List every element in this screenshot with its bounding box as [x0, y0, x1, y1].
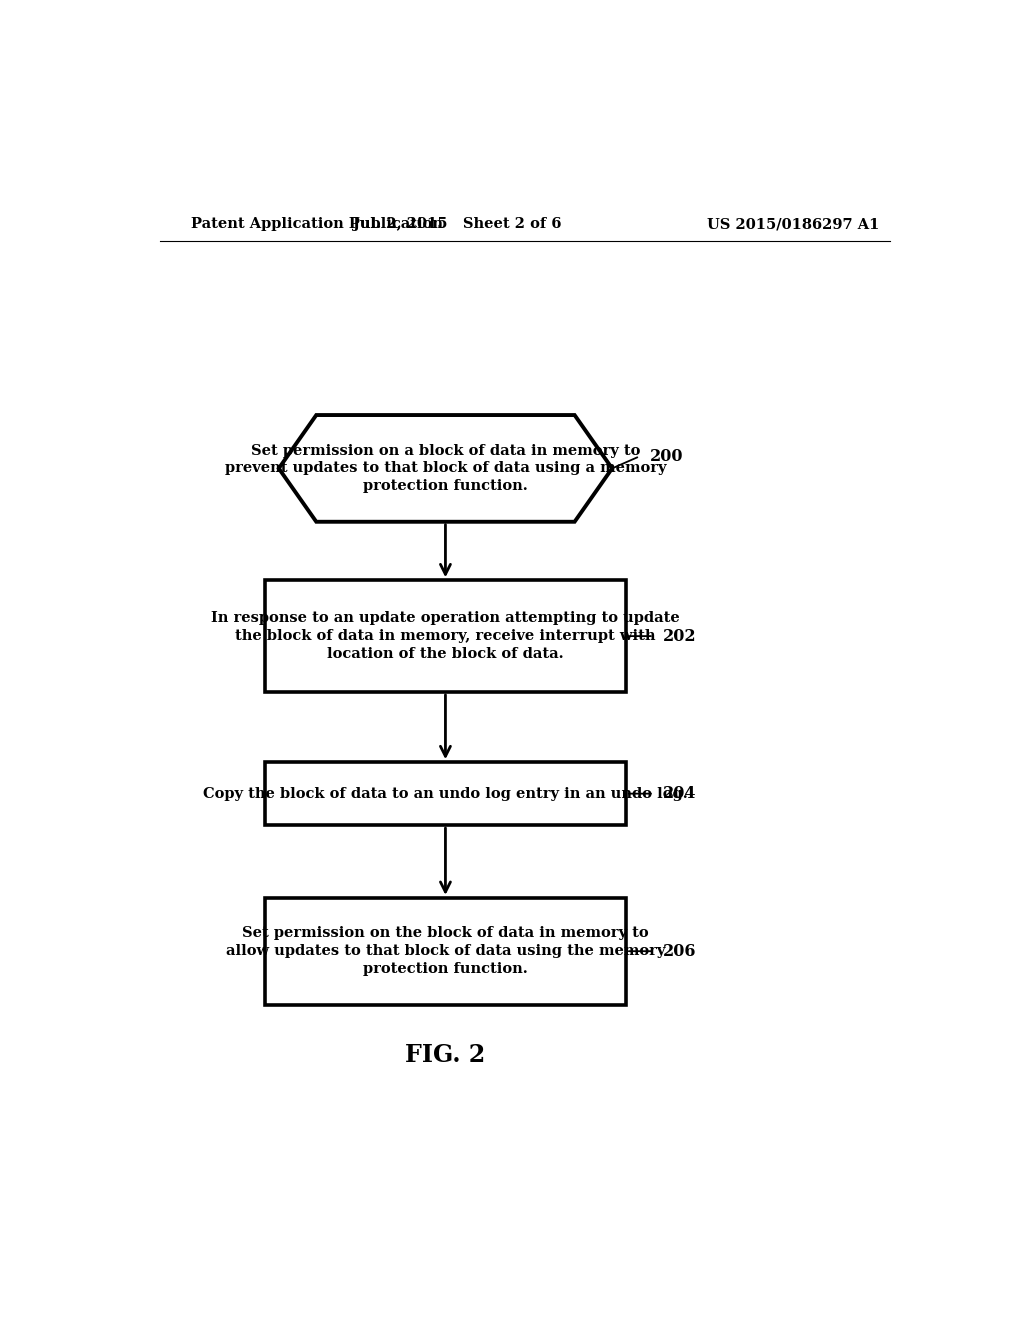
- Text: 206: 206: [664, 942, 696, 960]
- Bar: [265, 581, 626, 692]
- Polygon shape: [279, 414, 612, 521]
- Text: Set permission on the block of data in memory to
allow updates to that block of : Set permission on the block of data in m…: [225, 927, 666, 975]
- Text: US 2015/0186297 A1: US 2015/0186297 A1: [708, 218, 880, 231]
- Text: In response to an update operation attempting to update
the block of data in mem: In response to an update operation attem…: [211, 611, 680, 661]
- Text: 200: 200: [649, 447, 683, 465]
- Bar: [265, 898, 626, 1005]
- Text: Set permission on a block of data in memory to
prevent updates to that block of : Set permission on a block of data in mem…: [224, 444, 667, 494]
- Text: 204: 204: [664, 785, 696, 803]
- Text: Jul. 2, 2015   Sheet 2 of 6: Jul. 2, 2015 Sheet 2 of 6: [353, 218, 561, 231]
- Text: FIG. 2: FIG. 2: [406, 1043, 485, 1067]
- Text: 202: 202: [664, 627, 697, 644]
- Text: Copy the block of data to an undo log entry in an undo log.: Copy the block of data to an undo log en…: [203, 787, 688, 801]
- Text: Patent Application Publication: Patent Application Publication: [191, 218, 443, 231]
- Bar: [265, 762, 626, 825]
